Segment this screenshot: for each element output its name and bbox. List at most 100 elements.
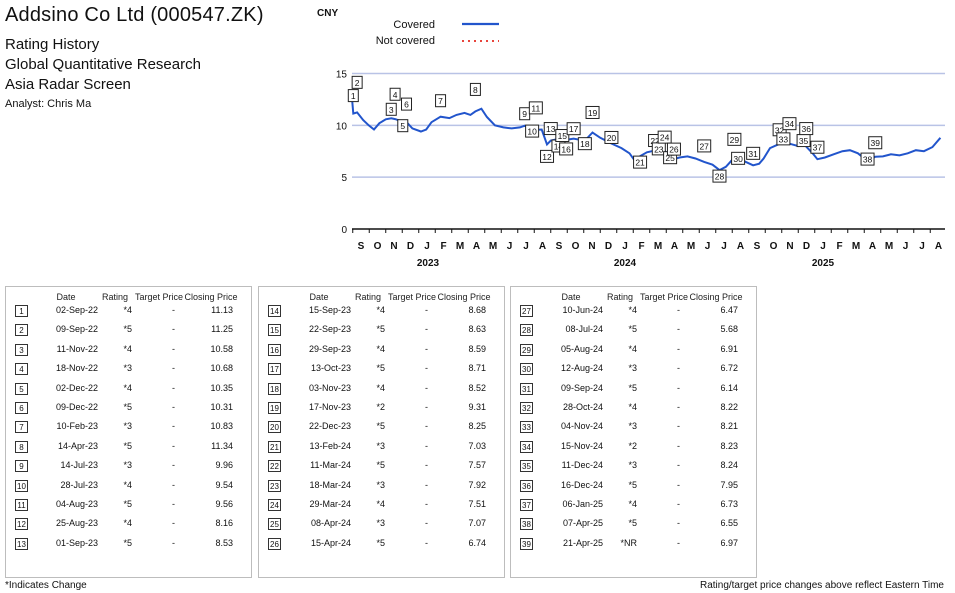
cell-close: 8.24: [720, 460, 738, 471]
cell-date: 25-Aug-23: [55, 518, 98, 529]
cell-target: -: [425, 460, 428, 471]
marker-label: 15: [558, 131, 568, 141]
cell-target: -: [172, 537, 175, 548]
marker-box: [543, 122, 558, 136]
cell-rating: *3: [376, 479, 385, 490]
y-tick-label: 10: [336, 121, 348, 132]
row-number: 20: [268, 421, 281, 434]
rating-marker: 38: [860, 152, 875, 166]
cell-date: 14-Jul-23: [60, 460, 98, 471]
table-header-close: Closing Price: [689, 292, 743, 302]
cell-close: 8.53: [215, 537, 233, 548]
cell-target: -: [172, 421, 175, 432]
cell-close: 7.57: [468, 460, 486, 471]
cell-target: -: [425, 537, 428, 548]
cell-close: 7.03: [468, 440, 486, 451]
row-number: 17: [268, 363, 281, 376]
cell-close: 11.25: [211, 324, 233, 335]
cell-target: -: [425, 499, 428, 509]
x-tick-label: S: [754, 241, 761, 252]
rating-marker: 19: [585, 105, 600, 119]
marker-label: 9: [522, 109, 527, 119]
cell-close: 6.91: [720, 343, 738, 354]
cell-target: -: [172, 382, 175, 393]
row-number: 2: [15, 324, 28, 337]
x-tick-label: J: [622, 241, 628, 252]
cell-target: -: [677, 479, 680, 490]
cell-close: 11.13: [211, 305, 233, 315]
x-axis: S O N D J F M A M J J A S O N D J F M A M J J A S O N D J F M A M J J A2023…: [352, 228, 945, 269]
marker-label: 24: [660, 133, 670, 143]
cell-close: 10.68: [210, 363, 233, 374]
x-tick-label: A: [473, 241, 480, 252]
table-row: 30 12-Aug-24 *3 - 6.72: [511, 360, 756, 379]
row-number: 33: [520, 421, 533, 434]
marker-label: 7: [438, 96, 443, 106]
marker-label: 17: [569, 124, 579, 134]
cell-close: 8.71: [468, 363, 486, 374]
x-tick-label: M: [654, 241, 662, 252]
cell-date: 09-Sep-24: [560, 382, 603, 393]
table-header-close: Closing Price: [437, 292, 491, 302]
marker-label: 25: [665, 153, 675, 163]
cell-date: 22-Sep-23: [308, 324, 351, 335]
table-header-date: Date: [56, 292, 76, 302]
rating-marker: 2: [351, 75, 363, 89]
cell-date: 18-Nov-22: [55, 363, 98, 374]
cell-rating: *4: [376, 499, 385, 509]
rating-marker: 35: [796, 134, 811, 148]
cell-close: 8.59: [468, 343, 486, 354]
cell-date: 11-Dec-24: [561, 460, 603, 471]
cell-date: 06-Jan-25: [562, 499, 603, 509]
x-tick-label: N: [588, 241, 595, 252]
cell-rating: *4: [123, 305, 132, 315]
marker-label: 30: [733, 154, 743, 164]
subtitle-screen: Asia Radar Screen: [5, 76, 131, 93]
legend-not-covered-label: Not covered: [376, 35, 435, 47]
row-number: 25: [268, 518, 281, 531]
cell-target: -: [172, 460, 175, 471]
table-row: 22 11-Mar-24 *5 - 7.57: [259, 457, 504, 476]
row-number: 8: [15, 440, 28, 453]
cell-date: 29-Mar-24: [309, 499, 351, 509]
table-row: 26 15-Apr-24 *5 - 6.74: [259, 535, 504, 554]
row-number: 34: [520, 440, 533, 453]
rating-marker: 20: [604, 130, 619, 144]
rating-marker: 17: [566, 122, 581, 136]
rating-table-panel: Date Rating Target Price Closing Price 1 02-S…: [5, 286, 252, 578]
marker-label: 18: [580, 139, 590, 149]
cell-close: 10.83: [210, 421, 233, 432]
cell-rating: *4: [376, 343, 385, 354]
x-tick-label: A: [737, 241, 744, 252]
rating-marker: 31: [746, 146, 761, 160]
row-number: 19: [268, 402, 281, 414]
rating-marker: 16: [559, 142, 574, 156]
marker-box: [585, 105, 600, 119]
marker-box: [540, 149, 555, 163]
analyst-name: Analyst: Chris Ma: [5, 98, 92, 110]
cell-rating: *3: [123, 363, 132, 374]
x-tick-label: O: [770, 241, 778, 252]
subtitle-rating-history: Rating History: [5, 36, 100, 53]
table-row: 39 21-Apr-25 *NR - 6.97: [511, 535, 756, 554]
rating-marker: 13: [543, 122, 558, 136]
cell-rating: *5: [628, 324, 637, 335]
cell-rating: *5: [123, 537, 132, 548]
cell-date: 14-Apr-23: [57, 440, 98, 451]
legend-covered-label: Covered: [393, 19, 435, 31]
cell-close: 9.56: [215, 499, 233, 509]
marker-label: 38: [863, 155, 873, 165]
marker-label: 19: [588, 108, 598, 118]
marker-label: 12: [542, 152, 552, 162]
x-tick-label: F: [440, 241, 446, 252]
rating-marker: 11: [528, 101, 543, 115]
marker-box: [799, 122, 814, 136]
table-header-rating: Rating: [101, 292, 128, 302]
cell-date: 15-Sep-23: [308, 305, 351, 315]
row-number: 29: [520, 343, 533, 356]
row-number: 14: [268, 305, 281, 317]
cell-date: 28-Oct-24: [562, 402, 603, 412]
table-row: 20 22-Dec-23 *5 - 8.25: [259, 418, 504, 437]
row-number: 9: [15, 460, 28, 473]
cell-rating: *5: [123, 440, 132, 451]
